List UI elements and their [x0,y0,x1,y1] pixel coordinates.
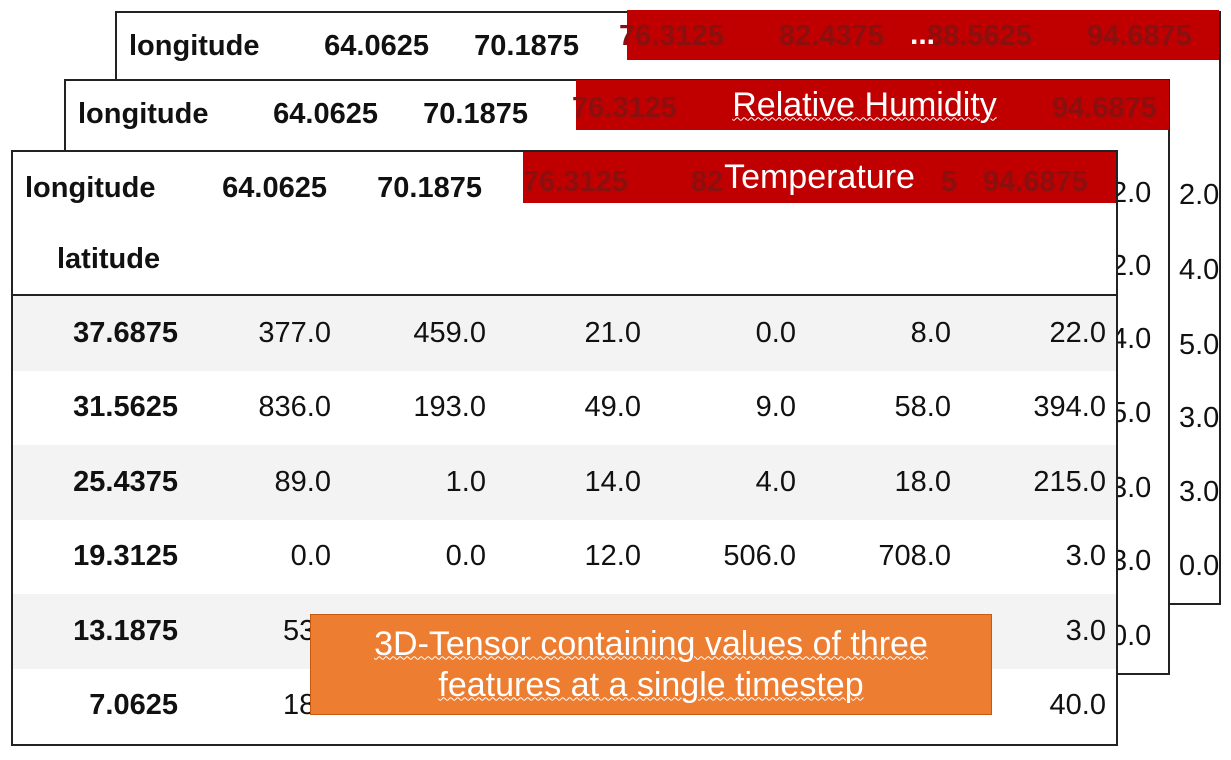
cell: 3.0 [1065,540,1106,573]
cell: 394.0 [1033,391,1106,424]
cell: 12.0 [584,540,641,573]
cell: 0.0 [290,540,331,573]
cell: 40.0 [1049,689,1106,722]
cell: 22.0 [1049,316,1106,349]
front-banner-ghost-col-6: 94.6875 [983,166,1088,198]
cell: 14.0 [584,465,641,498]
cell: 0.0 [755,316,796,349]
back-edge-column: 2.0 4.0 5.0 3.0 3.0 0.0 [1179,13,1220,603]
row-index-header: latitude [57,242,161,275]
table-row: 37.6875 377.0 459.0 21.0 0.0 8.0 22.0 [13,296,1116,371]
mid-table-header: longitude 64.0625 70.1875 [66,81,1168,147]
back-edge-value: 3.0 [1179,402,1220,434]
back-banner-ghost-col-6: 94.6875 [1087,20,1192,52]
cell: 506.0 [723,540,796,573]
cell: 8.0 [910,316,951,349]
row-index-header-row: latitude [13,224,1116,296]
cell: 18.0 [894,465,951,498]
back-feature-banner: 76.3125 82.4375 88.5625 94.6875 ... [619,10,1219,60]
row-lat: 7.0625 [89,689,178,722]
cell: 193.0 [413,391,486,424]
cell: 836.0 [258,391,331,424]
table-row: 31.5625 836.0 193.0 49.0 9.0 58.0 394.0 [13,370,1116,445]
front-col-2: 70.1875 [377,171,482,204]
front-index-header: longitude [25,171,156,204]
temperature-banner-label: Temperature [724,158,915,196]
back-edge-value: 3.0 [1179,476,1220,508]
cell: 89.0 [274,465,331,498]
row-lat: 19.3125 [73,540,178,573]
mid-banner-ghost-col-6: 94.6875 [1052,92,1157,124]
cell: 459.0 [413,316,486,349]
back-edge-value: 2.0 [1179,179,1220,211]
cell: 3.0 [1065,614,1106,647]
back-edge-value: 5.0 [1179,329,1220,361]
cell: 21.0 [584,316,641,349]
cell: 708.0 [878,540,951,573]
back-col-1: 64.0625 [324,29,429,62]
row-lat: 37.6875 [73,316,178,349]
front-banner-ghost-col-3: 76.3125 [523,166,628,198]
mid-col-1: 64.0625 [273,97,378,130]
cell: 1.0 [445,465,486,498]
callout-line-2: features at a single timestep [438,665,864,704]
back-index-header: longitude [129,29,260,62]
front-banner-ghost-col-5: 5 [941,166,958,198]
cell: 4.0 [755,465,796,498]
cell: 58.0 [894,391,951,424]
front-table-header: longitude 64.0625 70.1875 [13,152,1116,224]
back-banner-ghost-col-5: 88.5625 [927,20,1032,52]
mid-banner-ghost-col-3: 76.3125 [572,92,677,124]
mid-col-2: 70.1875 [423,97,528,130]
mid-index-header: longitude [78,97,209,130]
humidity-banner: 76.3125 94.6875 Relative Humidity [572,80,1169,130]
back-banner-ghost-col-3: 76.3125 [619,20,724,52]
back-banner-ghost-col-4: 82.4375 [779,20,884,52]
callout-line-1: 3D-Tensor containing values of three [374,624,928,663]
back-col-2: 70.1875 [474,29,579,62]
cell: 215.0 [1033,465,1106,498]
back-edge-value: 0.0 [1179,550,1220,582]
front-table-card: longitude 64.0625 70.1875 latitude 37.68… [11,150,1118,746]
cell: 0.0 [445,540,486,573]
tensor-callout: 3D-Tensor containing values of three fea… [310,614,992,715]
row-lat: 25.4375 [73,465,178,498]
table-row: 19.3125 0.0 0.0 12.0 506.0 708.0 3.0 [13,519,1116,594]
mid-edge-column: 2.0 2.0 4.0 5.0 3.0 3.0 0.0 [1111,81,1168,673]
ellipsis-label: ... [910,18,936,51]
cell: 9.0 [755,391,796,424]
front-table-body: 37.6875 377.0 459.0 21.0 0.0 8.0 22.0 31… [13,296,1116,743]
front-col-1: 64.0625 [222,171,327,204]
temperature-banner: 76.3125 82 5 94.6875 Temperature [523,152,1116,203]
cell: 49.0 [584,391,641,424]
row-lat: 13.1875 [73,614,178,647]
cell: 53. [283,614,324,647]
cell: 377.0 [258,316,331,349]
humidity-banner-label: Relative Humidity [732,85,997,124]
table-row: 25.4375 89.0 1.0 14.0 4.0 18.0 215.0 [13,445,1116,520]
back-edge-value: 4.0 [1179,254,1220,286]
back-table-header: longitude 64.0625 70.1875 [117,13,1219,79]
cell: 18. [283,689,324,722]
front-banner-ghost-col-4: 82 [691,166,724,198]
row-lat: 31.5625 [73,391,178,424]
